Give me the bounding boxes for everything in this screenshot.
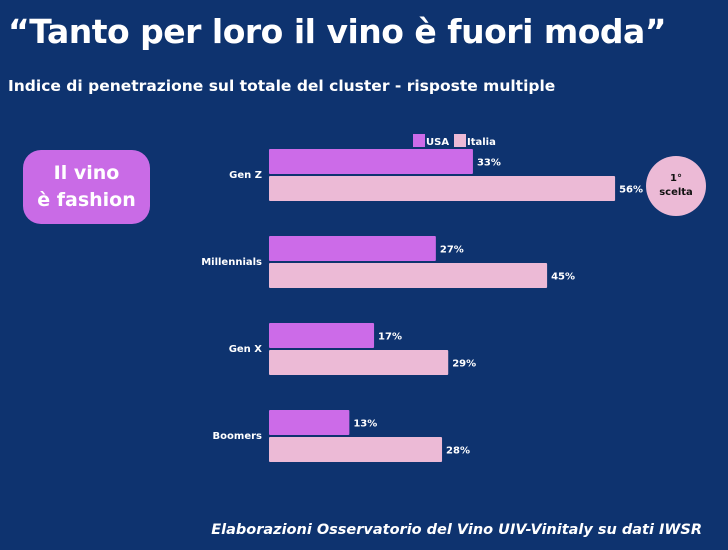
bar-italia xyxy=(269,350,449,375)
category-label: Boomers xyxy=(213,431,262,442)
subtitle: Indice di penetrazione sul totale del cl… xyxy=(8,77,556,95)
circle-line1: 1° xyxy=(670,173,682,184)
fashion-badge: Il vino è fashion xyxy=(23,150,150,224)
bar-italia xyxy=(269,176,616,201)
legend-label-italia: Italia xyxy=(467,137,496,148)
data-label: 13% xyxy=(353,419,377,430)
first-choice-circle: 1° scelta xyxy=(646,156,706,216)
bar-italia xyxy=(269,437,443,462)
bar-usa xyxy=(269,323,375,348)
data-label: 33% xyxy=(477,158,501,169)
legend-swatch-usa xyxy=(413,134,425,147)
bar-italia xyxy=(269,263,548,288)
bar-usa xyxy=(269,149,473,174)
data-label: 45% xyxy=(551,272,575,283)
data-label: 28% xyxy=(446,446,470,457)
legend-label-usa: USA xyxy=(426,137,449,148)
data-label: 56% xyxy=(619,185,643,196)
bar-usa xyxy=(269,236,436,261)
category-label: Millennials xyxy=(201,257,262,268)
category-label: Gen X xyxy=(229,344,263,355)
category-label: Gen Z xyxy=(229,170,262,181)
page-title: “Tanto per loro il vino è fuori moda” xyxy=(8,12,667,51)
badge-line1: Il vino xyxy=(53,162,120,184)
badge-line2: è fashion xyxy=(37,189,136,211)
circle-line2: scelta xyxy=(659,187,693,198)
data-label: 17% xyxy=(378,332,402,343)
data-label: 29% xyxy=(452,359,476,370)
data-label: 27% xyxy=(440,245,464,256)
bar-usa xyxy=(269,410,350,435)
source-note: Elaborazioni Osservatorio del Vino UIV-V… xyxy=(211,522,702,538)
legend-swatch-italia xyxy=(454,134,466,147)
